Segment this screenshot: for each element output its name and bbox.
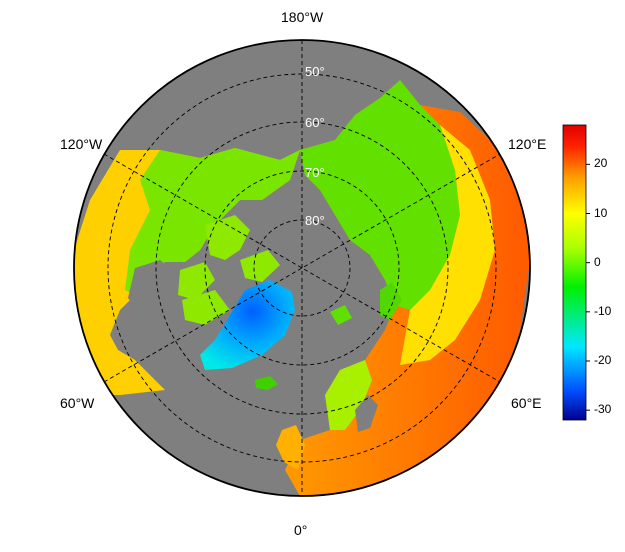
lon-label-lower-right: 60°E	[511, 395, 542, 411]
land-scandinavia	[325, 360, 372, 430]
colorbar-tick-label: -30	[594, 402, 612, 417]
lat-label-70: 70°	[305, 165, 325, 180]
lon-label-upper-left: 120°W	[60, 136, 103, 152]
lat-label-80: 80°	[305, 213, 325, 228]
land-arctic-archipelago	[178, 215, 280, 325]
colorbar-tick-label: 10	[594, 205, 608, 220]
lat-label-50: 50°	[305, 64, 325, 79]
land-north-america	[74, 148, 300, 395]
lon-label-top: 180°W	[281, 9, 324, 25]
colorbar-tick-label: -10	[594, 303, 612, 318]
hudson-bay	[128, 260, 178, 318]
land-eurasia-green	[300, 80, 460, 310]
lon-label-upper-right: 120°E	[508, 136, 547, 152]
colorbar-tick-label: 0	[594, 254, 601, 269]
colorbar-tick-label: 20	[594, 156, 608, 171]
land-iceland	[255, 376, 278, 390]
colorbar-tick-label: -20	[594, 353, 612, 367]
baltic-sea	[355, 395, 378, 432]
lon-label-bottom: 0°	[294, 522, 308, 538]
meridians	[103, 40, 501, 496]
map-rim	[73, 39, 531, 497]
land-eurasia-yellow	[400, 125, 495, 365]
colorbar-ticks	[586, 163, 590, 411]
land-svalbard	[330, 305, 352, 325]
colorbar	[562, 124, 587, 421]
land-british-isles	[276, 425, 305, 470]
land-greenland	[200, 280, 295, 370]
lon-label-lower-left: 60°W	[60, 395, 95, 411]
lat-label-60: 60°	[305, 115, 325, 130]
